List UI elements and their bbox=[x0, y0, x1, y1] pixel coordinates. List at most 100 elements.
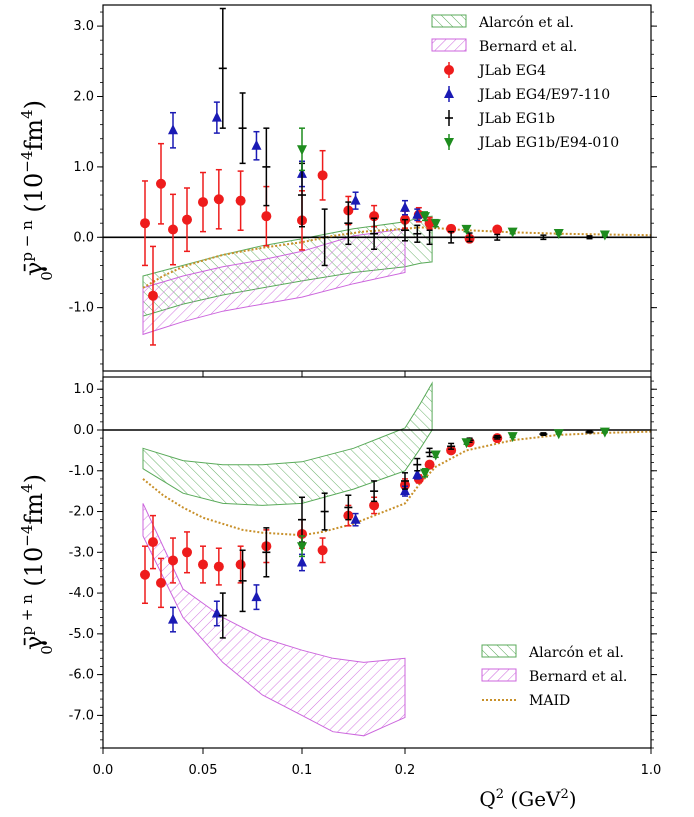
data-point bbox=[585, 430, 594, 434]
data-point bbox=[168, 111, 178, 149]
y-tick-label: -4.0 bbox=[69, 586, 94, 601]
data-point bbox=[539, 432, 548, 437]
data-point bbox=[156, 557, 166, 609]
data-point bbox=[213, 168, 224, 230]
svg-text:Q2 (GeV2): Q2 (GeV2) bbox=[479, 787, 576, 811]
data-point bbox=[140, 180, 150, 267]
data-point bbox=[298, 162, 306, 228]
data-point bbox=[493, 233, 502, 241]
x-tick-label: 0.05 bbox=[189, 763, 218, 778]
series-jlab-eg1b-e94-010 bbox=[297, 127, 610, 241]
data-point bbox=[297, 535, 307, 558]
legend-label: JLab EG1b bbox=[477, 111, 555, 127]
data-point bbox=[198, 545, 208, 584]
data-point bbox=[317, 537, 328, 564]
data-point bbox=[317, 149, 328, 201]
data-point bbox=[320, 208, 329, 267]
data-point bbox=[182, 531, 192, 574]
legend-label: Alarcón et al. bbox=[528, 645, 624, 661]
bottom-legend: Alarcón et al. Bernard et al. MAID bbox=[481, 644, 627, 709]
data-point bbox=[599, 427, 610, 438]
data-point bbox=[447, 442, 456, 450]
data-point bbox=[344, 201, 353, 246]
top-y-axis-title: γ̄p − n (10−4fm4)0 bbox=[18, 100, 56, 281]
data-point bbox=[401, 218, 409, 242]
data-point bbox=[350, 512, 361, 527]
legend-item: MAID bbox=[482, 693, 570, 709]
y-tick-label: 3.0 bbox=[73, 19, 94, 34]
y-tick-label: -6.0 bbox=[69, 668, 94, 683]
data-point bbox=[599, 230, 610, 241]
data-point bbox=[553, 429, 564, 440]
bottom-panel: -7.0 -6.0 -5.0 -4.0 -3.0 -2.0 -1.0 0.0 1.0 0.0 0.0… bbox=[69, 376, 662, 778]
legend-item: JLab EG4 bbox=[444, 62, 546, 79]
data-point bbox=[213, 547, 224, 586]
data-point bbox=[140, 545, 150, 605]
data-point bbox=[465, 232, 474, 243]
band-alarcon bbox=[142, 381, 433, 506]
legend-label: MAID bbox=[529, 693, 570, 709]
data-point bbox=[168, 537, 178, 584]
legend-label: Alarcón et al. bbox=[478, 15, 574, 31]
y-tick-label: -1.0 bbox=[69, 301, 94, 316]
series-jlab-eg1b bbox=[218, 430, 594, 639]
x-tick-label: 0.2 bbox=[395, 763, 416, 778]
y-tick-label: -7.0 bbox=[69, 708, 94, 723]
data-point bbox=[492, 224, 503, 235]
y-tick-label: 1.0 bbox=[73, 160, 94, 175]
plot-frame bbox=[102, 4, 652, 372]
y-title-subscript: 0 bbox=[38, 645, 56, 655]
data-point bbox=[168, 606, 178, 633]
top-panel: -1.0 0.0 1.0 2.0 3.0 Alarcón et al. Bernard et… bbox=[69, 4, 657, 377]
data-point bbox=[507, 432, 518, 443]
data-point bbox=[401, 472, 409, 490]
data-point bbox=[211, 101, 222, 134]
data-point bbox=[218, 592, 227, 639]
data-point bbox=[350, 191, 361, 210]
y-tick-label: -2.0 bbox=[69, 505, 94, 520]
series-jlab-eg1b bbox=[218, 7, 594, 267]
data-point bbox=[218, 7, 227, 129]
legend-label: JLab EG4/E97-110 bbox=[477, 87, 610, 103]
data-point bbox=[148, 514, 158, 570]
data-point bbox=[235, 545, 246, 584]
data-point bbox=[238, 92, 247, 165]
data-point bbox=[370, 217, 379, 250]
data-point bbox=[425, 229, 434, 246]
y-tick-label: 0.0 bbox=[73, 230, 94, 245]
x-tick-label: 0.0 bbox=[93, 763, 114, 778]
legend-item: Alarcón et al. bbox=[481, 644, 624, 661]
data-point bbox=[344, 494, 353, 521]
data-point bbox=[446, 445, 457, 456]
x-tick-label: 1.0 bbox=[641, 763, 662, 778]
legend-item: Alarcón et al. bbox=[431, 14, 574, 31]
data-point bbox=[182, 187, 192, 253]
svg-text:γ̄p + n (10−4fm4): γ̄p + n (10−4fm4) bbox=[18, 474, 48, 650]
y-title-subscript: 0 bbox=[38, 271, 56, 281]
data-point bbox=[413, 457, 422, 472]
data-point bbox=[553, 229, 564, 240]
data-point bbox=[424, 459, 435, 470]
data-point bbox=[251, 130, 262, 161]
top-legend: Alarcón et al. Bernard et al. JLab EG4 JLab… bbox=[431, 14, 619, 151]
x-tick-label: 0.1 bbox=[292, 763, 313, 778]
data-point bbox=[447, 230, 456, 244]
x-axis-title: Q2 (GeV2) bbox=[479, 787, 576, 811]
data-point bbox=[430, 218, 441, 230]
data-point bbox=[430, 450, 441, 461]
data-point bbox=[419, 211, 430, 223]
data-point bbox=[251, 584, 262, 611]
data-point bbox=[148, 245, 158, 346]
legend-label: JLab EG4 bbox=[477, 63, 546, 79]
series-jlab-eg1b-e94-010 bbox=[297, 427, 610, 558]
legend-label: JLab EG1b/E94-010 bbox=[477, 135, 619, 151]
legend-label: Bernard et al. bbox=[529, 669, 627, 685]
data-point bbox=[493, 434, 502, 440]
plot-frame bbox=[102, 376, 652, 749]
data-point bbox=[507, 227, 518, 238]
legend-item: JLab EG4/E97-110 bbox=[444, 86, 610, 103]
data-point bbox=[320, 492, 329, 531]
band-bernard bbox=[142, 228, 406, 336]
legend-item: JLab EG1b/E94-010 bbox=[444, 134, 619, 151]
